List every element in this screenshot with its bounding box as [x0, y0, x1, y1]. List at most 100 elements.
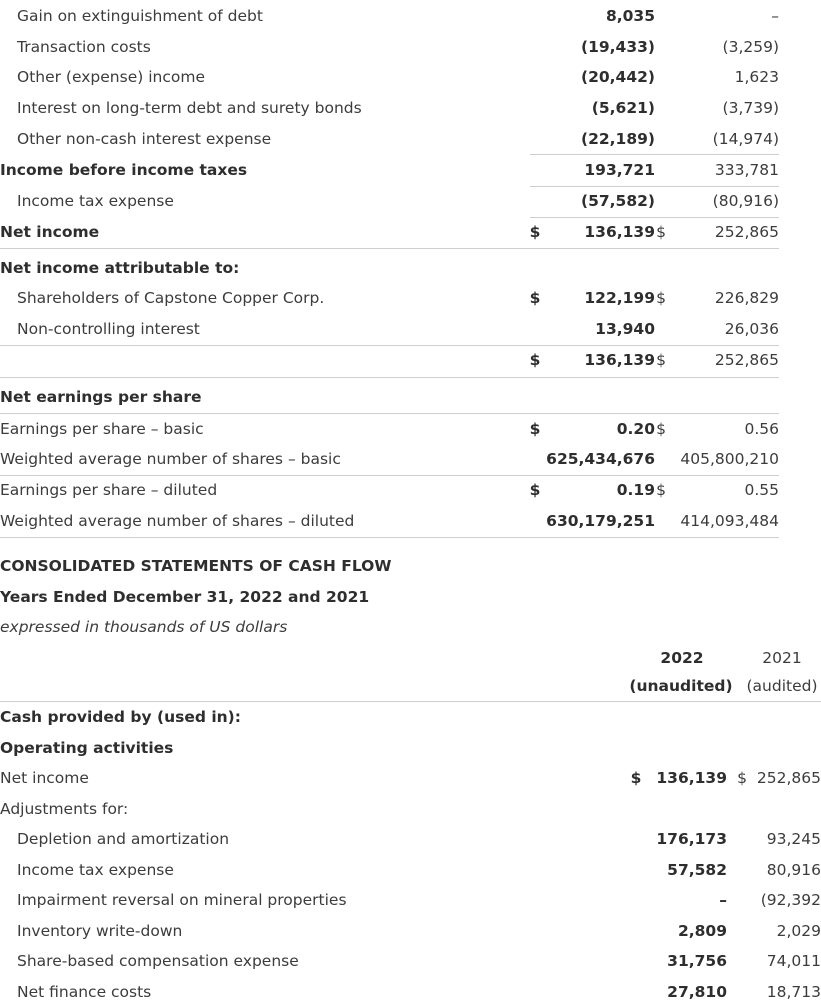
current-year-value: –	[719, 891, 727, 909]
prior-year-value: 1,623	[734, 68, 779, 86]
row-label: Earnings per share – basic	[0, 420, 204, 438]
current-year-value: 136,139	[584, 223, 655, 241]
rule	[0, 377, 779, 378]
currency-sign: $	[737, 769, 747, 787]
rule	[0, 248, 779, 249]
current-year-value: (57,582)	[581, 192, 655, 210]
currency-sign: $	[529, 289, 541, 307]
current-year-value: 136,139	[584, 351, 655, 369]
currency-sign: $	[656, 481, 666, 499]
row-label: Weighted average number of shares – basi…	[0, 450, 341, 468]
row-label: Other non-cash interest expense	[17, 130, 272, 148]
currency-sign: $	[529, 223, 541, 241]
row-label: Income before income taxes	[0, 161, 248, 179]
row-label: Earnings per share – diluted	[0, 481, 218, 499]
current-year-value: 2,809	[677, 922, 727, 940]
currency-sign: $	[529, 481, 541, 499]
column-year: 2021	[762, 649, 802, 667]
row-label: Income tax expense	[17, 861, 174, 879]
rule	[0, 413, 779, 414]
prior-year-value: (14,974)	[712, 130, 779, 148]
rule	[530, 217, 779, 218]
prior-year-value: 414,093,484	[680, 512, 779, 530]
row-label: Net income attributable to:	[0, 259, 240, 277]
prior-year-value: 252,865	[714, 351, 779, 369]
current-year-value: 8,035	[605, 7, 655, 25]
row-label: Income tax expense	[17, 192, 174, 210]
units-note: expressed in thousands of US dollars	[0, 618, 288, 636]
current-year-value: 136,139	[656, 769, 727, 787]
prior-year-value: 333,781	[714, 161, 779, 179]
current-year-value: (5,621)	[591, 99, 655, 117]
row-label: Transaction costs	[17, 38, 151, 56]
section-title: CONSOLIDATED STATEMENTS OF CASH FLOW	[0, 557, 392, 575]
prior-year-value: 226,829	[714, 289, 779, 307]
row-label: Inventory write-down	[17, 922, 183, 940]
row-label: Share-based compensation expense	[17, 952, 299, 970]
current-year-value: 0.19	[616, 481, 655, 499]
row-label: Impairment reversal on mineral propertie…	[17, 891, 347, 909]
current-year-value: 13,940	[595, 320, 655, 338]
current-year-value: (20,442)	[581, 68, 655, 86]
current-year-value: 0.20	[616, 420, 655, 438]
row-label: Other (expense) income	[17, 68, 205, 86]
prior-year-value: 18,713	[766, 983, 821, 1001]
prior-year-value: 252,865	[756, 769, 821, 787]
prior-year-value: 26,036	[724, 320, 779, 338]
prior-year-value: 93,245	[766, 830, 821, 848]
column-status: (audited)	[746, 677, 818, 695]
currency-sign: $	[656, 351, 666, 369]
row-label: Net income	[0, 223, 100, 241]
current-year-value: 193,721	[584, 161, 655, 179]
prior-year-value: (92,392	[760, 891, 821, 909]
prior-year-value: 0.55	[744, 481, 779, 499]
currency-sign: $	[630, 769, 642, 787]
current-year-value: (19,433)	[581, 38, 655, 56]
prior-year-value: (3,739)	[722, 99, 779, 117]
currency-sign: $	[529, 420, 541, 438]
rule	[0, 475, 779, 476]
currency-sign: $	[656, 289, 666, 307]
row-label: Net income	[0, 769, 89, 787]
current-year-value: 27,810	[667, 983, 727, 1001]
current-year-value: (22,189)	[581, 130, 655, 148]
rule	[0, 345, 779, 346]
rule	[530, 186, 779, 187]
currency-sign: $	[529, 351, 541, 369]
currency-sign: $	[656, 223, 666, 241]
current-year-value: 625,434,676	[546, 450, 655, 468]
row-label: Operating activities	[0, 739, 174, 757]
row-label: Shareholders of Capstone Copper Corp.	[17, 289, 325, 307]
period: Years Ended December 31, 2022 and 2021	[0, 588, 370, 606]
row-label: Net finance costs	[17, 983, 152, 1001]
row-label: Adjustments for:	[0, 800, 129, 818]
rule	[530, 154, 779, 155]
prior-year-value: (80,916)	[712, 192, 779, 210]
prior-year-value: 74,011	[766, 952, 821, 970]
prior-year-value: 0.56	[744, 420, 779, 438]
row-label: Weighted average number of shares – dilu…	[0, 512, 355, 530]
current-year-value: 630,179,251	[546, 512, 655, 530]
current-year-value: 122,199	[584, 289, 655, 307]
row-label: Gain on extinguishment of debt	[17, 7, 263, 25]
rule	[0, 701, 821, 702]
currency-sign: $	[656, 420, 666, 438]
prior-year-value: 405,800,210	[680, 450, 779, 468]
row-label: Cash provided by (used in):	[0, 708, 241, 726]
rule	[0, 537, 779, 538]
prior-year-value: –	[771, 7, 779, 25]
prior-year-value: 80,916	[766, 861, 821, 879]
prior-year-value: 2,029	[776, 922, 821, 940]
row-label: Interest on long-term debt and surety bo…	[17, 99, 362, 117]
prior-year-value: (3,259)	[722, 38, 779, 56]
column-status: (unaudited)	[629, 677, 733, 695]
current-year-value: 176,173	[656, 830, 727, 848]
column-year: 2022	[660, 649, 704, 667]
current-year-value: 31,756	[667, 952, 727, 970]
row-label: Depletion and amortization	[17, 830, 230, 848]
row-label: Non-controlling interest	[17, 320, 200, 338]
row-label: Net earnings per share	[0, 388, 202, 406]
prior-year-value: 252,865	[714, 223, 779, 241]
current-year-value: 57,582	[667, 861, 727, 879]
